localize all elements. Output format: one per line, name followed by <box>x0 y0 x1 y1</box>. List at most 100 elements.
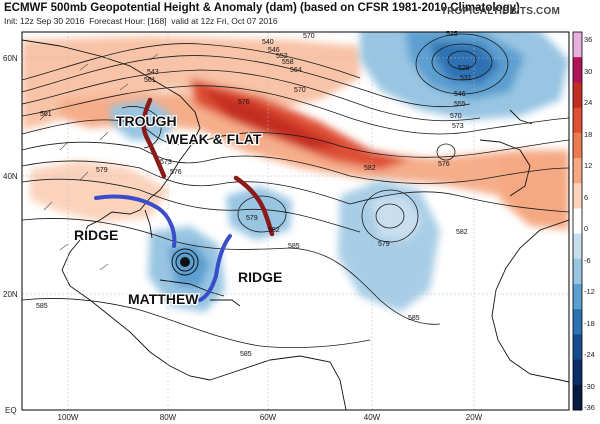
contour-585 <box>22 218 441 325</box>
colorbar-tick: -6 <box>584 256 591 265</box>
contour-label: 576 <box>238 99 250 106</box>
height-contours <box>22 33 569 349</box>
contour-central-atlantic-inner <box>375 203 405 229</box>
contour-label: 561 <box>144 77 156 84</box>
contour-labels: 570 540 543 546 552 558 561 564 570 573 … <box>36 31 472 358</box>
colorbar-segment <box>573 208 582 235</box>
contour-label: 585 <box>36 303 48 310</box>
annotation-matthew: MATTHEW <box>128 291 199 307</box>
annotation-trough: TROUGH <box>116 113 177 129</box>
contour-label: 528 <box>458 65 470 72</box>
map-border <box>21 31 570 411</box>
contour-label: 546 <box>268 47 280 54</box>
contour-small-low <box>436 143 456 161</box>
colorbar-tick: 6 <box>584 193 588 202</box>
contour-label: 585 <box>240 351 252 358</box>
positive-anomaly-iberia <box>500 150 569 230</box>
contour-greenland-low-inner <box>447 50 477 70</box>
colorbar-tick: 0 <box>584 224 588 233</box>
annotation-weak-flat: WEAK & FLAT <box>166 131 262 147</box>
ridge-axis-west <box>94 194 177 248</box>
contour-trough-low <box>121 106 162 149</box>
ridge-axis-east <box>198 234 232 302</box>
colorbar-segment <box>573 132 582 159</box>
contour-546 <box>22 55 471 108</box>
contour-label: 570 <box>294 87 306 94</box>
coastline-south-america <box>209 355 347 410</box>
contour-label: 579 <box>378 241 390 248</box>
contour-label: 531 <box>460 75 472 82</box>
contour-label: 570 <box>303 33 315 40</box>
colorbar-segment <box>573 258 582 285</box>
contour-552 <box>22 69 481 122</box>
trough-axis-east <box>233 175 275 237</box>
anomaly-shading <box>22 36 569 230</box>
colorbar-segment <box>573 233 582 260</box>
contour-central-atlantic-low <box>361 189 419 243</box>
hurricane-matthew-symbol <box>171 248 199 276</box>
colorbar-segment <box>573 359 582 386</box>
contour-label: 576 <box>170 169 182 176</box>
colorbar-segment <box>573 107 582 134</box>
contour-label: 540 <box>262 39 274 46</box>
lat-label: 60N <box>3 54 18 63</box>
colorbar-segment <box>573 309 582 335</box>
contour-label: 582 <box>268 227 280 234</box>
positive-anomaly-southwest <box>30 160 170 222</box>
contour-540 <box>22 43 361 81</box>
lon-label: 80W <box>160 413 177 422</box>
init-time: Init: 12z Sep 30 2016 <box>4 16 85 26</box>
brand-watermark: TROPICALTIDBITS.COM <box>440 6 560 17</box>
lat-label: EQ <box>5 406 17 415</box>
contour-label: 570 <box>450 113 462 120</box>
coastline-africa <box>491 219 569 383</box>
contour-greenland-low-mid <box>431 43 493 81</box>
colorbar-segment <box>573 32 582 58</box>
colorbar-tick: 24 <box>584 98 592 107</box>
colorbar-tick: 30 <box>584 67 592 76</box>
contour-570 <box>22 141 569 184</box>
lat-label: 40N <box>3 172 18 181</box>
positive-anomaly-peak <box>200 88 340 150</box>
forecast-hour: Forecast Hour: [168] <box>89 16 167 26</box>
trough-axis-west <box>141 97 167 179</box>
contour-label: 573 <box>452 123 464 130</box>
negative-anomaly-center <box>370 196 422 240</box>
colorbar-border <box>572 31 583 411</box>
colorbar-segment <box>573 158 582 184</box>
colorbar-segment <box>573 384 582 411</box>
colorbar-segment <box>573 183 582 209</box>
coastline-gulf-mexico <box>61 197 211 381</box>
coastline-iberia <box>479 139 531 197</box>
negative-anomaly-matthew-core <box>168 244 210 288</box>
annotation-ridge-east: RIDGE <box>238 269 282 285</box>
contour-576 <box>22 160 569 213</box>
lon-label: 40W <box>364 413 381 422</box>
map-area <box>22 32 569 410</box>
contour-label: 573 <box>160 159 172 166</box>
coastline-hispaniola <box>210 299 241 307</box>
lon-label: 20W <box>466 413 483 422</box>
map-title: ECMWF 500mb Geopotential Height & Anomal… <box>4 2 520 14</box>
header: ECMWF 500mb Geopotential Height & Anomal… <box>4 2 520 32</box>
negative-anomaly-peak <box>430 42 500 84</box>
colorbar-tick: 12 <box>584 161 592 170</box>
contour-label: 555 <box>454 101 466 108</box>
lon-label: 100W <box>58 413 79 422</box>
contour-564 <box>22 119 569 158</box>
contour-greenland-low-outer <box>415 33 509 95</box>
contour-label: 579 <box>96 167 108 174</box>
annotation-ridge-west: RIDGE <box>74 227 118 243</box>
contour-label: 576 <box>438 161 450 168</box>
colorbar-tick: -30 <box>584 382 595 391</box>
contour-cutoff-low <box>237 195 287 233</box>
colorbar-tick: 18 <box>584 130 592 139</box>
colorbar-segment <box>573 334 582 361</box>
contour-label: 585 <box>288 243 300 250</box>
contour-label: 558 <box>282 59 294 66</box>
annotation-text: TROUGH WEAK & FLAT RIDGE RIDGE MATTHEW <box>73 112 284 309</box>
contour-585-south <box>22 298 371 349</box>
contour-label: 543 <box>147 69 159 76</box>
